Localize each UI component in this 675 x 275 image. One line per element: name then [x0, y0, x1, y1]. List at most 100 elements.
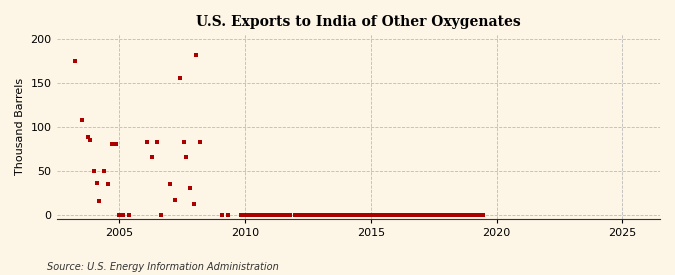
Point	[191, 52, 202, 57]
Point	[417, 212, 428, 217]
Point	[470, 212, 481, 217]
Point	[292, 212, 303, 217]
Point	[319, 212, 329, 217]
Point	[356, 212, 367, 217]
Point	[85, 138, 96, 142]
Point	[290, 212, 301, 217]
Point	[360, 212, 371, 217]
Point	[375, 212, 386, 217]
Point	[91, 181, 102, 185]
Point	[110, 142, 121, 146]
Point	[76, 118, 87, 123]
Point	[406, 212, 416, 217]
Title: U.S. Exports to India of Other Oxygenates: U.S. Exports to India of Other Oxygenate…	[196, 15, 520, 29]
Point	[346, 212, 356, 217]
Point	[117, 212, 128, 217]
Point	[142, 140, 153, 145]
Point	[146, 155, 157, 160]
Point	[413, 212, 424, 217]
Point	[379, 212, 390, 217]
Point	[394, 212, 405, 217]
Point	[259, 212, 270, 217]
Point	[421, 212, 431, 217]
Point	[338, 212, 348, 217]
Point	[169, 197, 180, 202]
Point	[244, 212, 254, 217]
Point	[334, 212, 345, 217]
Point	[241, 212, 252, 217]
Point	[184, 186, 195, 190]
Point	[443, 212, 454, 217]
Point	[311, 212, 322, 217]
Point	[194, 139, 205, 144]
Point	[82, 135, 93, 139]
Point	[188, 202, 199, 206]
Point	[152, 140, 163, 145]
Point	[181, 155, 192, 160]
Point	[353, 212, 364, 217]
Point	[256, 212, 267, 217]
Point	[398, 212, 409, 217]
Point	[248, 212, 259, 217]
Point	[436, 212, 447, 217]
Point	[236, 212, 247, 217]
Point	[391, 212, 402, 217]
Point	[349, 212, 360, 217]
Point	[265, 212, 275, 217]
Point	[238, 212, 249, 217]
Point	[432, 212, 443, 217]
Point	[451, 212, 462, 217]
Point	[99, 168, 110, 173]
Y-axis label: Thousand Barrels: Thousand Barrels	[15, 78, 25, 175]
Point	[217, 212, 228, 217]
Point	[330, 212, 341, 217]
Point	[477, 212, 488, 217]
Point	[387, 212, 398, 217]
Point	[267, 212, 278, 217]
Point	[296, 212, 307, 217]
Point	[462, 212, 473, 217]
Point	[342, 212, 352, 217]
Point	[222, 212, 233, 217]
Point	[155, 212, 166, 217]
Point	[94, 199, 105, 204]
Point	[281, 212, 292, 217]
Point	[277, 212, 288, 217]
Point	[124, 212, 135, 217]
Point	[300, 212, 311, 217]
Point	[429, 212, 439, 217]
Point	[383, 212, 394, 217]
Point	[164, 182, 175, 186]
Point	[107, 142, 117, 146]
Point	[323, 212, 333, 217]
Point	[315, 212, 326, 217]
Point	[458, 212, 469, 217]
Point	[474, 212, 485, 217]
Point	[89, 168, 100, 173]
Point	[368, 212, 379, 217]
Point	[114, 212, 125, 217]
Point	[402, 212, 412, 217]
Text: Source: U.S. Energy Information Administration: Source: U.S. Energy Information Administ…	[47, 262, 279, 272]
Point	[425, 212, 435, 217]
Point	[308, 212, 319, 217]
Point	[327, 212, 338, 217]
Point	[263, 212, 273, 217]
Point	[103, 182, 113, 186]
Point	[455, 212, 466, 217]
Point	[70, 59, 81, 63]
Point	[410, 212, 421, 217]
Point	[304, 212, 315, 217]
Point	[285, 212, 296, 217]
Point	[372, 212, 383, 217]
Point	[447, 212, 458, 217]
Point	[439, 212, 450, 217]
Point	[270, 212, 281, 217]
Point	[174, 76, 185, 81]
Point	[273, 212, 284, 217]
Point	[246, 212, 256, 217]
Point	[364, 212, 375, 217]
Point	[252, 212, 263, 217]
Point	[178, 139, 189, 144]
Point	[466, 212, 477, 217]
